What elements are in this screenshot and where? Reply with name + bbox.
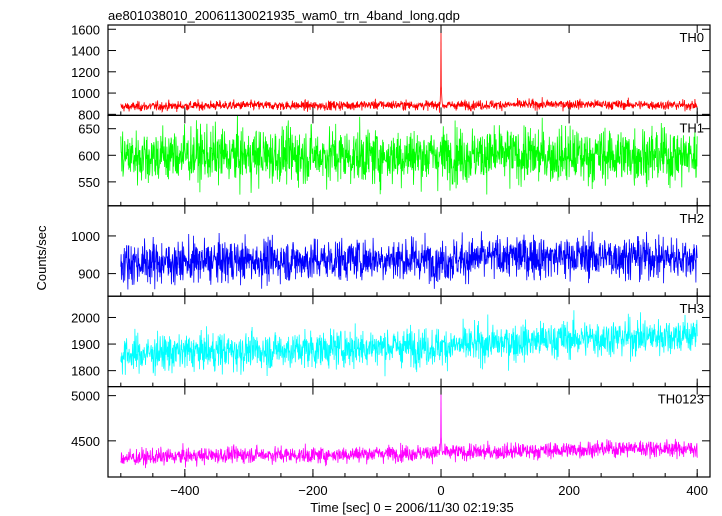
y-tick-label: 1000 — [71, 86, 100, 101]
panel-th3: 1800 1900 2000 TH3 — [71, 295, 711, 388]
y-tick-label: 550 — [78, 175, 100, 190]
series-line-th2 — [120, 229, 698, 290]
x-tick-label: −200 — [298, 483, 327, 498]
y-tick-label: 1200 — [71, 65, 100, 80]
panel-label-th2: TH2 — [679, 211, 704, 226]
y-tick-label: 1600 — [71, 22, 100, 37]
y-tick-label: 1000 — [71, 229, 100, 244]
y-tick-label: 650 — [78, 122, 100, 137]
panel-th2: 900 1000 TH2 — [71, 205, 711, 297]
panels: 800 1000 1200 1400 1600 TH0 550 600 650 TH1 900 100… — [71, 22, 711, 478]
series-line-th0 — [120, 25, 698, 114]
y-tick-label: 600 — [78, 148, 100, 163]
y-tick-label: 4500 — [71, 434, 100, 449]
y-tick-label: 1800 — [71, 364, 100, 379]
y-tick-label: 5000 — [71, 389, 100, 404]
y-tick-label: 1400 — [71, 44, 100, 59]
panel-frame — [107, 386, 711, 478]
series-line-th0123 — [120, 388, 698, 469]
panel-th1: 550 600 650 TH1 — [78, 114, 711, 207]
panel-label-th3: TH3 — [679, 301, 704, 316]
y-axis-label: Counts/sec — [34, 225, 49, 291]
panel-label-th0: TH0 — [679, 30, 704, 45]
panel-label-th0123: TH0123 — [658, 392, 704, 407]
panel-label-th1: TH1 — [679, 120, 704, 135]
panel-th0123: 4500 5000 TH0123 — [71, 386, 711, 478]
x-tick-label: −400 — [170, 483, 199, 498]
x-tick-label: 200 — [558, 483, 580, 498]
y-tick-label: 1900 — [71, 337, 100, 352]
series-line-th1 — [120, 115, 698, 195]
series-line-th3 — [120, 310, 698, 377]
panel-th0: 800 1000 1200 1400 1600 TH0 — [71, 22, 711, 122]
x-axis-label: Time [sec] 0 = 2006/11/30 02:19:35 — [310, 500, 513, 515]
y-tick-label: 800 — [78, 107, 100, 122]
x-axis-tick-labels: −400 −200 0 200 400 — [170, 483, 708, 498]
y-tick-label: 2000 — [71, 310, 100, 325]
x-tick-label: 400 — [686, 483, 708, 498]
y-tick-label: 900 — [78, 267, 100, 282]
chart-title: ae801038010_20061130021935_wam0_trn_4ban… — [108, 8, 460, 23]
x-tick-label: 0 — [437, 483, 444, 498]
